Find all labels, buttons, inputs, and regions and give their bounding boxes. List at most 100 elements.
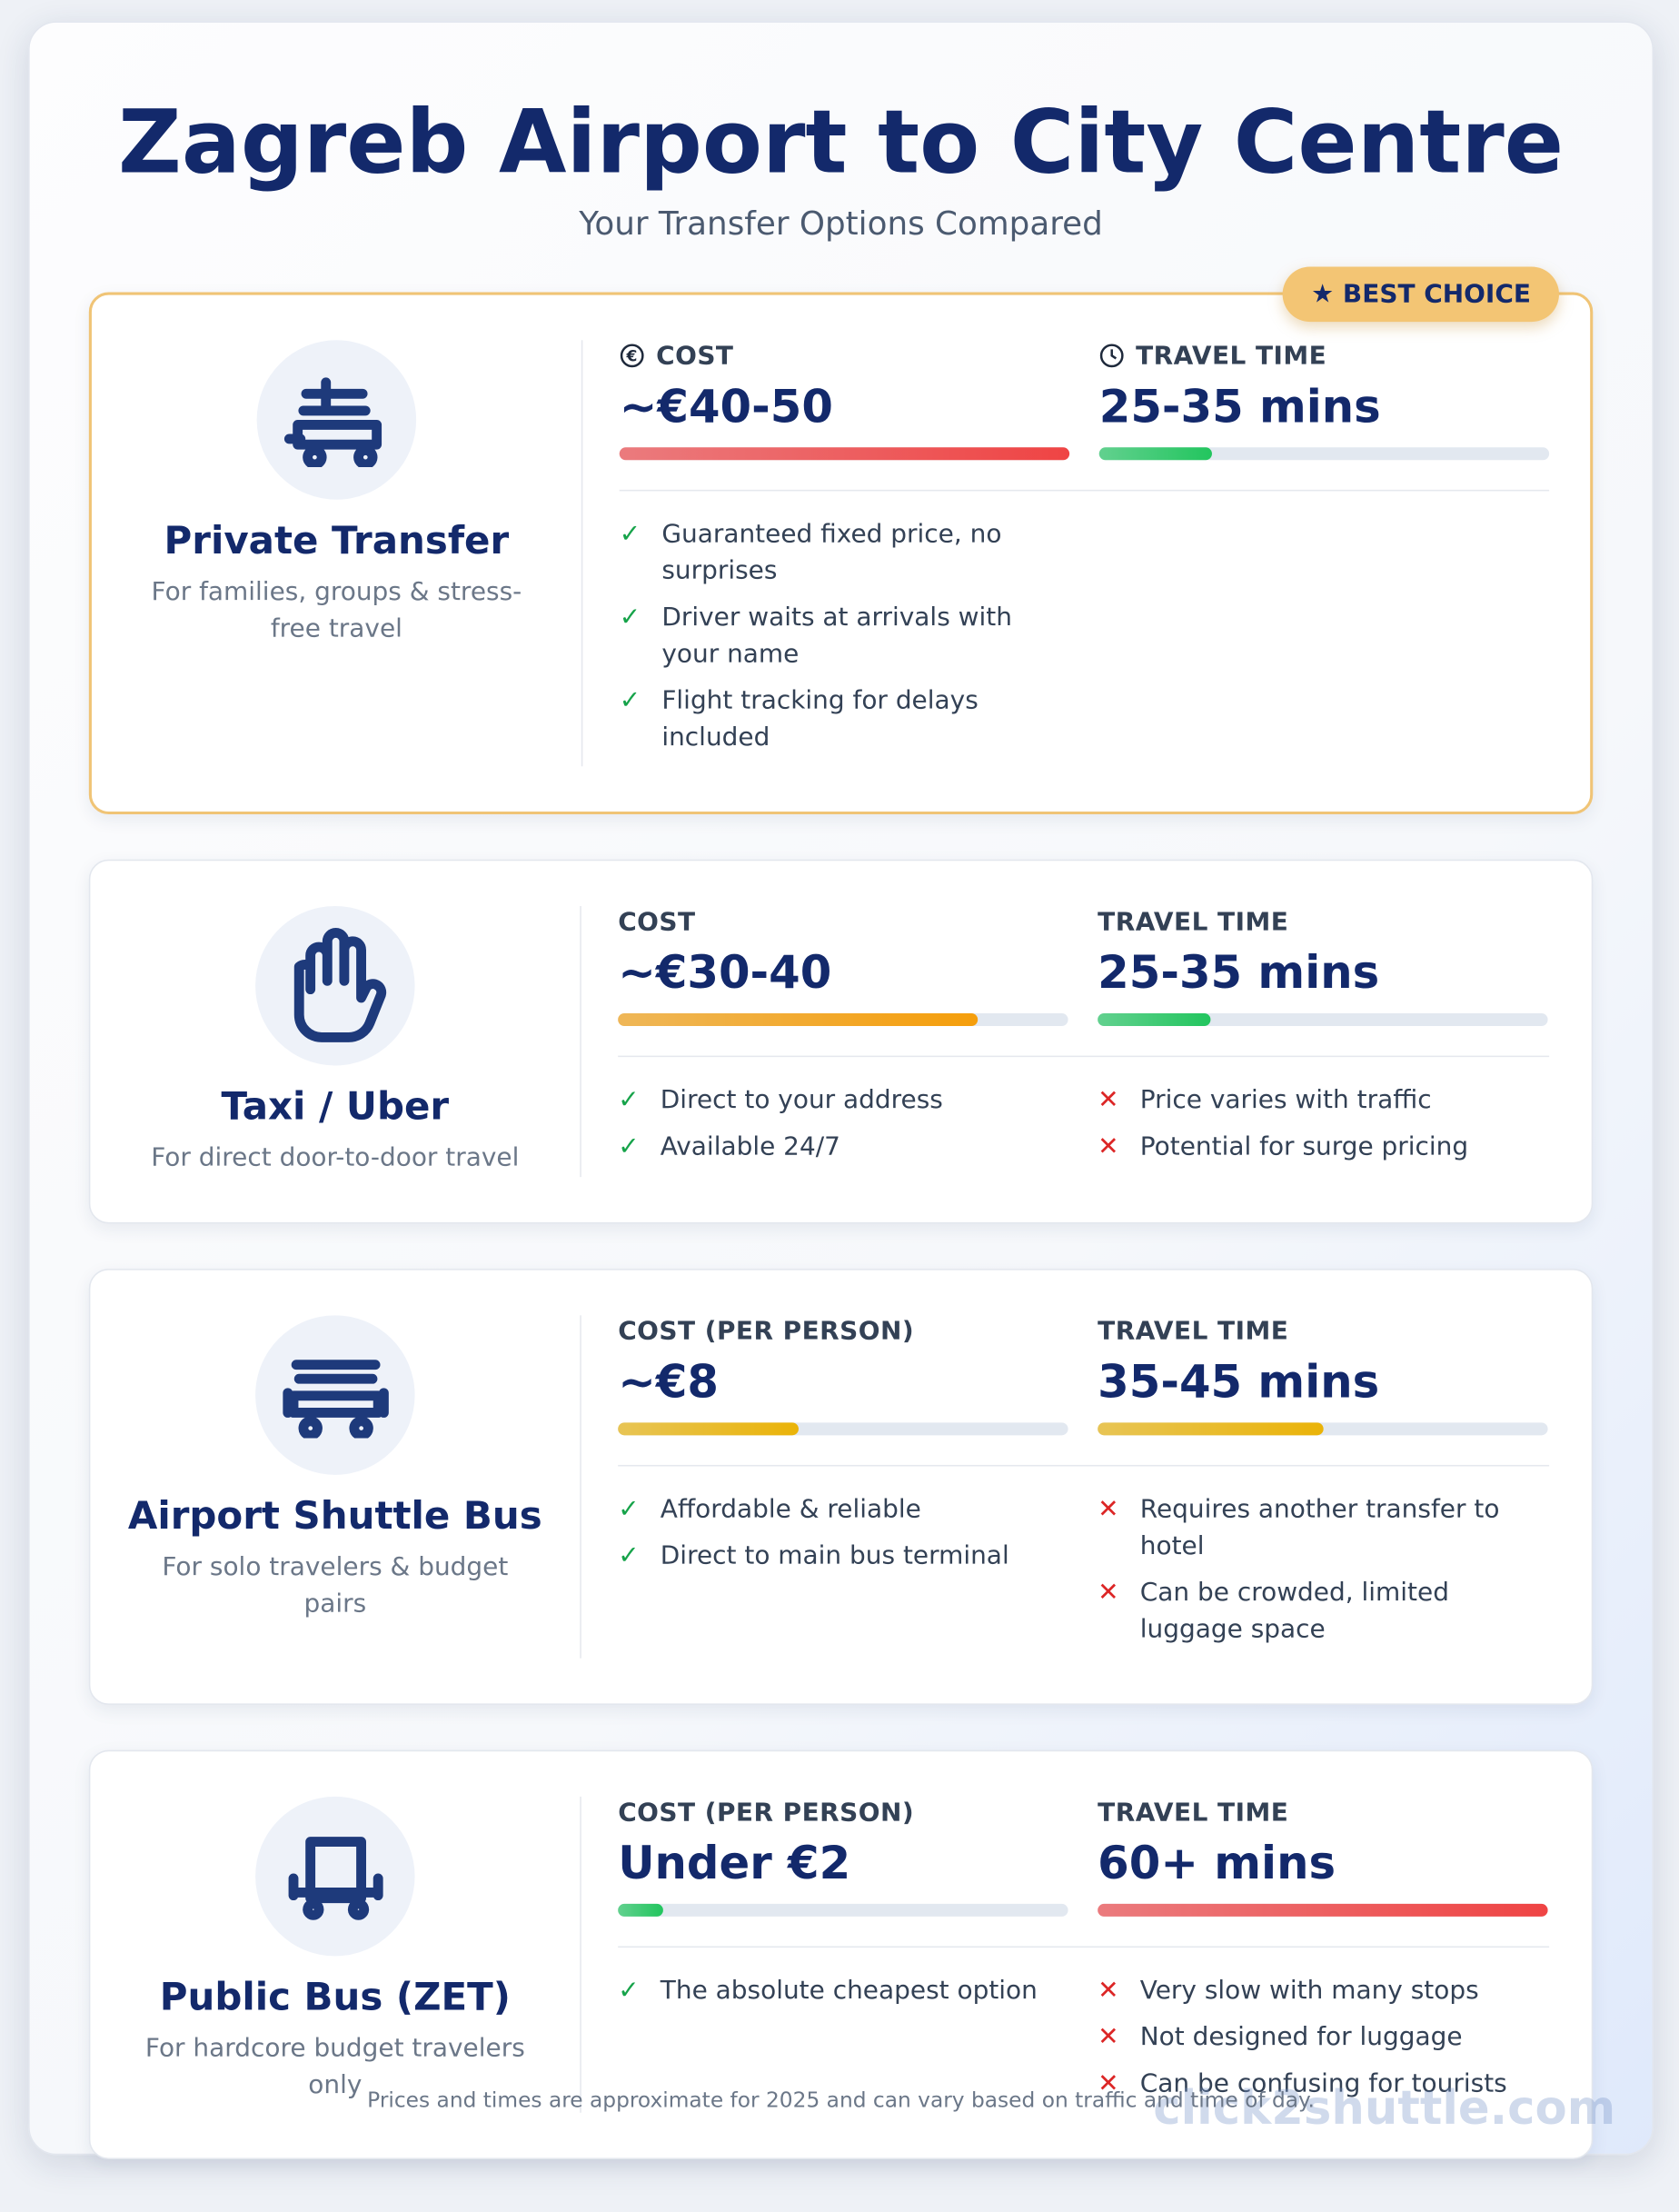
car-icon	[283, 376, 382, 467]
lists: ✓ Guaranteed fixed price, no surprises ✓ Dr…	[620, 516, 1549, 766]
subtitle: Your Transfer Options Compared	[579, 205, 1103, 244]
divider	[618, 1055, 1550, 1058]
label-text: COST (PER PERSON)	[618, 1797, 915, 1828]
option-summary: Public Bus (ZET) For hardcore budget trav…	[90, 1796, 581, 2113]
option-name: Taxi / Uber	[221, 1085, 450, 1130]
best-badge: ★ BEST CHOICE	[1283, 266, 1559, 323]
label-text: TRAVEL TIME	[1136, 341, 1327, 371]
option-summary: Private Transfer For families, groups & s…	[92, 340, 583, 767]
cost-bar	[618, 1903, 663, 1917]
con-text: Can be crowded, limited luggage space	[1139, 1578, 1449, 1645]
pro-mark: ✓	[618, 1131, 640, 1162]
option-audience: For direct door-to-door travel	[151, 1142, 520, 1173]
time-bar-track	[1098, 1422, 1548, 1436]
option-summary: Airport Shuttle Bus For solo travelers & …	[90, 1315, 581, 1659]
con-item: ✕ Not designed for luggage	[1098, 2019, 1547, 2056]
time-label: TRAVEL TIME	[1098, 1797, 1547, 1828]
pro-item: ✓ Affordable & reliable	[618, 1491, 1068, 1528]
cost-bar	[618, 1422, 799, 1436]
clock-icon	[1099, 344, 1124, 368]
cons-list: ✕ Requires another transfer to hotel ✕ Can …	[1098, 1491, 1547, 1658]
option-card: Taxi / Uber For direct door-to-door trave…	[88, 859, 1594, 1224]
cost-label: COST	[618, 906, 1068, 937]
option-details: € COST ~€40-50 TRAVEL TIME 25-35 mins ✓ Guaran…	[582, 340, 1550, 766]
cost-label: COST (PER PERSON)	[618, 1315, 1068, 1346]
pro-text: Driver waits at arrivals with your name	[661, 603, 1012, 670]
option-name: Private Transfer	[164, 519, 510, 563]
pro-mark: ✓	[619, 519, 641, 550]
time-value: 60+ mins	[1098, 1836, 1336, 1890]
time-stat: TRAVEL TIME 25-35 mins	[1098, 340, 1550, 461]
option-audience: For solo travelers & budget pairs	[162, 1552, 509, 1619]
time-bar	[1098, 1422, 1323, 1436]
cons-list: ✕ Price varies with traffic ✕ Potential for…	[1098, 1082, 1547, 1175]
con-mark: ✕	[1098, 1578, 1119, 1608]
pro-text: Flight tracking for delays included	[661, 685, 979, 752]
pros-list: ✓ Guaranteed fixed price, no surprises ✓ Dr…	[620, 516, 1069, 766]
icon-circle	[255, 1796, 415, 1957]
time-stat: TRAVEL TIME 25-35 mins	[1098, 906, 1548, 1026]
lists: ✓ The absolute cheapest option ✕ Very slow …	[618, 1973, 1549, 2113]
pros-list: ✓ The absolute cheapest option	[618, 1973, 1068, 2113]
bus-icon	[282, 1359, 389, 1438]
time-value: 25-35 mins	[1098, 379, 1381, 433]
con-mark: ✕	[1098, 1131, 1119, 1162]
pro-mark: ✓	[618, 1085, 640, 1115]
cards: ★ BEST CHOICE Private Transfer For familie…	[88, 266, 1594, 2159]
panel: Zagreb Airport to City Centre Your Trans…	[28, 21, 1654, 2159]
option-card: ★ BEST CHOICE Private Transfer For familie…	[88, 266, 1594, 815]
watermark: click2shuttle.com	[1153, 2080, 1616, 2136]
cost-bar-track	[618, 1013, 1068, 1026]
hand-icon	[293, 927, 386, 1042]
lists: ✓ Direct to your address ✓ Available 24/7 ✕ P…	[618, 1082, 1549, 1175]
time-bar	[1098, 1903, 1548, 1917]
label-text: TRAVEL TIME	[1098, 1797, 1289, 1828]
cost-stat: € COST ~€40-50	[619, 340, 1070, 461]
cost-label: € COST	[620, 340, 1069, 371]
con-text: Price varies with traffic	[1139, 1085, 1432, 1115]
option-details: COST (PER PERSON) Under €2 TRAVEL TIME 60+ …	[581, 1797, 1550, 2113]
cons-list	[1099, 516, 1549, 766]
cost-stat: COST (PER PERSON) Under €2	[618, 1797, 1068, 1917]
pro-mark: ✓	[618, 1540, 640, 1571]
pro-item: ✓ Direct to main bus terminal	[618, 1539, 1068, 1575]
stats: € COST ~€40-50 TRAVEL TIME 25-35 mins	[619, 340, 1550, 461]
label-text: TRAVEL TIME	[1098, 906, 1289, 937]
time-value: 25-35 mins	[1098, 945, 1380, 1000]
con-item: ✕ Can be confusing for tourists	[1098, 2067, 1547, 2103]
lists: ✓ Affordable & reliable ✓ Direct to main bu…	[618, 1491, 1549, 1658]
cost-value: ~€30-40	[618, 945, 832, 1000]
stats: COST ~€30-40 TRAVEL TIME 25-35 mins	[618, 906, 1549, 1026]
con-mark: ✕	[1098, 1085, 1119, 1115]
time-stat: TRAVEL TIME 35-45 mins	[1098, 1315, 1548, 1436]
option-name: Public Bus (ZET)	[159, 1976, 511, 2020]
time-label: TRAVEL TIME	[1098, 1315, 1547, 1346]
con-item: ✕ Requires another transfer to hotel	[1098, 1491, 1547, 1565]
stats: COST (PER PERSON) ~€8 TRAVEL TIME 35-45 min…	[618, 1315, 1549, 1436]
badge-text: BEST CHOICE	[1342, 279, 1531, 310]
euro-icon: €	[620, 344, 644, 368]
con-item: ✕ Potential for surge pricing	[1098, 1129, 1547, 1165]
pro-item: ✓ Flight tracking for delays included	[620, 683, 1069, 757]
icon-circle	[255, 905, 415, 1066]
cost-label: COST (PER PERSON)	[618, 1797, 1068, 1828]
option-details: COST ~€30-40 TRAVEL TIME 25-35 mins ✓ Direct …	[581, 906, 1550, 1177]
con-mark: ✕	[1098, 1494, 1119, 1525]
stats: COST (PER PERSON) Under €2 TRAVEL TIME 60+ …	[618, 1797, 1549, 1917]
con-item: ✕ Can be crowded, limited luggage space	[1098, 1575, 1547, 1649]
pro-mark: ✓	[619, 685, 641, 716]
cost-stat: COST ~€30-40	[618, 906, 1068, 1026]
con-item: ✕ Very slow with many stops	[1098, 1973, 1547, 2009]
city-bus-icon	[287, 1836, 382, 1919]
pro-text: Available 24/7	[660, 1131, 840, 1162]
pro-text: Guaranteed fixed price, no surprises	[661, 519, 1002, 586]
cost-value: ~€8	[618, 1354, 719, 1409]
cost-bar-track	[618, 1903, 1068, 1917]
pro-item: ✓ Guaranteed fixed price, no surprises	[620, 516, 1069, 590]
con-mark: ✕	[1098, 1976, 1119, 2006]
con-text: Very slow with many stops	[1139, 1976, 1479, 2006]
time-bar-track	[1098, 1903, 1548, 1917]
icon-circle	[255, 1315, 415, 1475]
pro-item: ✓ Driver waits at arrivals with your name	[620, 600, 1069, 673]
